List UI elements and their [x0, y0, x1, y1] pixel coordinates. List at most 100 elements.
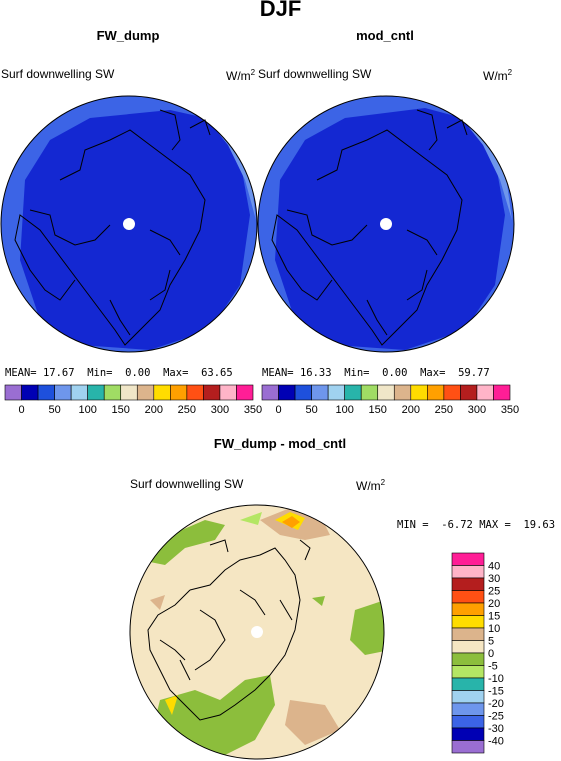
variable-label-left: Surf downwelling SW	[1, 67, 115, 81]
land-outline	[14, 109, 211, 346]
panel-title-mod-cntl: mod_cntl	[356, 28, 414, 43]
colorbar-swatch	[360, 384, 379, 401]
colorbar-tick-label: 50	[305, 404, 317, 416]
colorbar-swatch	[476, 384, 494, 401]
colorbar-swatch	[219, 384, 237, 401]
colorbar-swatch	[393, 384, 412, 401]
colorbar-swatch	[54, 384, 72, 401]
colorbar-tick-label: 300	[468, 404, 486, 416]
colorbar-swatch	[451, 740, 485, 754]
colorbar-tick-label: 250	[435, 404, 453, 416]
colorbar-tick-label: 0	[488, 648, 494, 660]
colorbar-tick-label: -5	[488, 661, 498, 673]
colorbar-swatch	[136, 384, 155, 401]
main-title: DJF	[259, 0, 302, 21]
colorbar-swatch	[451, 565, 485, 579]
colorbar-tick-label: -20	[488, 698, 504, 710]
colorbar-swatch	[377, 384, 395, 401]
colorbar-tick-label: 30	[488, 573, 500, 585]
map-mod-cntl	[257, 95, 515, 353]
colorbar-tick-label: 150	[369, 404, 387, 416]
colorbar-tick-label: 5	[488, 636, 494, 648]
colorbar-swatch	[451, 590, 485, 604]
panel-title-difference: FW_dump - mod_cntl	[213, 436, 347, 451]
diff-mid-region	[150, 595, 165, 610]
diff-high-region	[165, 695, 178, 715]
colorbar-swatch	[4, 384, 22, 401]
colorbar-tick-label: 100	[78, 404, 96, 416]
map-border	[257, 95, 515, 353]
colorbar-swatch	[186, 384, 204, 401]
colorbar-swatch	[451, 702, 485, 716]
colorbar-swatch	[410, 384, 428, 401]
colorbar-tick-label: 350	[501, 404, 519, 416]
colorbar-swatch	[261, 384, 279, 401]
colorbar-tick-label: 150	[112, 404, 130, 416]
sw-low-region	[20, 110, 250, 350]
units-text: W/m	[483, 69, 508, 83]
land-outline	[271, 109, 468, 346]
colorbar-swatch	[203, 384, 221, 401]
colorbar-tick-label: 0	[275, 404, 281, 416]
colorbar-tick-label: -40	[488, 736, 504, 748]
colorbar-swatch	[21, 384, 39, 401]
colorbar-swatch	[451, 627, 485, 641]
colorbar-tick-label: 10	[488, 623, 500, 635]
colorbar-tick-label: -25	[488, 711, 504, 723]
colorbar-tick-label: 100	[335, 404, 353, 416]
colorbar-tick-label: 250	[178, 404, 196, 416]
colorbar-tick-label: 20	[488, 598, 500, 610]
colorbar-swatch	[451, 727, 485, 741]
colorbar-swatch	[451, 602, 485, 616]
colorbar-fw-dump: 0 50 100 150 200 250 300 350	[4, 384, 262, 416]
colorbar-tick-label: -15	[488, 686, 504, 698]
colorbar-swatch	[451, 552, 485, 566]
colorbar-tick-label: 15	[488, 611, 500, 623]
colorbar-swatch	[278, 384, 296, 401]
colorbar-swatch	[451, 577, 485, 591]
colorbar-swatch	[451, 615, 485, 629]
colorbar-swatch	[120, 384, 138, 401]
diff-positive-small-region	[312, 596, 325, 606]
colorbar-swatch	[103, 384, 122, 401]
colorbar-swatch	[451, 665, 485, 679]
colorbar-tick-label: 0	[18, 404, 24, 416]
variable-label-bottom: Surf downwelling SW	[130, 477, 244, 491]
map-border	[0, 95, 258, 353]
colorbar-swatch	[37, 384, 55, 401]
colorbar-swatch	[427, 384, 445, 401]
map-border	[129, 504, 385, 760]
units-text: W/m	[226, 69, 251, 83]
colorbar-tick-label: 200	[145, 404, 163, 416]
units-text: W/m	[356, 479, 381, 493]
units-label-bottom: W/m2	[356, 478, 385, 493]
colorbar-swatch	[451, 640, 485, 654]
colorbar-swatch	[451, 652, 485, 666]
colorbar-tick-label: -10	[488, 673, 504, 685]
colorbar-tick-label: 50	[48, 404, 60, 416]
diff-light-green-region	[240, 512, 262, 525]
variable-label-right: Surf downwelling SW	[258, 67, 372, 81]
diff-higher-region	[282, 516, 300, 528]
map-difference	[129, 504, 385, 760]
colorbar-swatch	[236, 384, 254, 401]
pole-marker	[380, 218, 392, 230]
units-label-left: W/m2	[226, 68, 255, 83]
colorbar-swatch	[70, 384, 88, 401]
colorbar-tick-label: 200	[402, 404, 420, 416]
colorbar-tick-label: 300	[211, 404, 229, 416]
colorbar-swatch	[451, 677, 485, 691]
colorbar-swatch	[493, 384, 511, 401]
stats-fw-dump: MEAN= 17.67 Min= 0.00 Max= 63.65	[5, 367, 233, 379]
map-fw-dump	[0, 95, 258, 353]
colorbar-tick-label: 25	[488, 586, 500, 598]
colorbar-swatch	[344, 384, 362, 401]
colorbar-swatch	[153, 384, 171, 401]
pole-marker	[123, 218, 135, 230]
sw-low-region	[275, 108, 505, 350]
colorbar-mod-cntl: 0 50 100 150 200 250 300 350	[261, 384, 519, 416]
colorbar-swatch	[294, 384, 312, 401]
colorbar-swatch	[443, 384, 461, 401]
diff-mid-region	[285, 700, 340, 745]
